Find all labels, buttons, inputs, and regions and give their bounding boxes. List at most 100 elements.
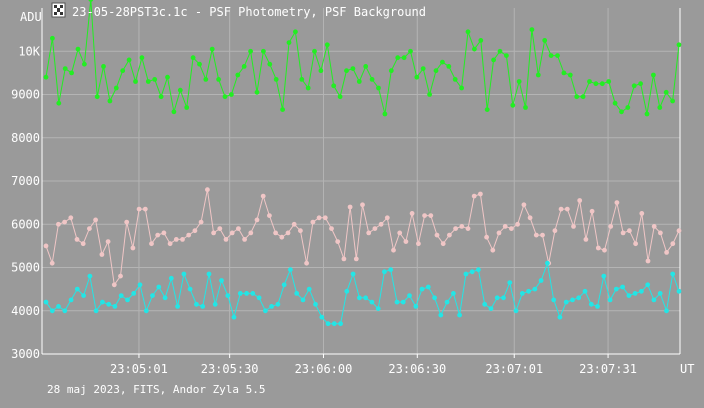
data-point [521, 202, 527, 208]
data-point [68, 215, 74, 221]
data-point [171, 109, 177, 115]
data-point [124, 219, 130, 225]
data-point [167, 241, 173, 247]
data-point [490, 247, 496, 253]
data-point [523, 105, 528, 110]
data-point [509, 226, 514, 232]
data-point [363, 64, 369, 69]
data-point [231, 314, 237, 320]
data-point [347, 204, 353, 210]
data-point [62, 219, 67, 225]
plot-axes [41, 8, 681, 358]
data-point [329, 226, 334, 232]
data-point [422, 213, 427, 219]
data-point [561, 70, 567, 76]
series-green [43, 0, 682, 117]
y-tick-label: 4000 [11, 304, 40, 318]
data-point [627, 228, 632, 234]
data-point [56, 100, 62, 106]
data-point [657, 291, 663, 296]
data-point [294, 291, 300, 296]
data-point [155, 232, 161, 238]
data-point [149, 241, 154, 247]
y-tick-label: 9000 [11, 88, 40, 102]
data-point [465, 29, 471, 35]
data-point [217, 226, 223, 232]
data-point [526, 288, 531, 294]
data-point [261, 48, 266, 54]
data-point [324, 42, 330, 48]
data-point [211, 230, 217, 236]
data-point [267, 213, 272, 219]
data-point [631, 83, 637, 89]
data-point [595, 304, 600, 309]
data-point [87, 273, 93, 279]
data-point [488, 306, 494, 311]
data-point [451, 291, 456, 296]
data-point [126, 57, 132, 63]
data-point [676, 288, 682, 294]
data-point [236, 226, 241, 232]
data-point [250, 291, 256, 296]
data-point [152, 77, 158, 82]
data-point [382, 269, 387, 275]
data-point [200, 304, 206, 309]
film-clip-icon[interactable] [51, 2, 66, 18]
data-point [542, 38, 548, 43]
data-point [428, 213, 434, 219]
x-tick-label: 23:06:00 [295, 362, 353, 376]
data-point [344, 288, 350, 294]
data-point [165, 74, 170, 80]
data-point [150, 293, 155, 298]
data-point [181, 271, 187, 277]
data-point [350, 271, 356, 277]
x-tick-label: 23:05:30 [201, 362, 259, 376]
data-point [56, 221, 61, 227]
data-point [75, 46, 81, 52]
data-point [118, 293, 124, 298]
data-point [335, 239, 341, 245]
y-tick-labels: 3000 4000 5000 6000 7000 8000 9000 10K [11, 44, 41, 361]
y-tick-label: 5000 [11, 261, 40, 275]
series-line [45, 0, 680, 115]
data-point [408, 48, 413, 54]
data-point [459, 224, 465, 229]
data-point [570, 297, 575, 303]
data-point [507, 280, 513, 285]
data-point [43, 299, 49, 305]
data-point [143, 308, 149, 314]
data-point [100, 299, 105, 305]
window-header: 23-05-28PST3c.1c - PSF Photometry, PSF B… [51, 2, 426, 19]
data-point [407, 293, 412, 298]
data-point [222, 94, 228, 100]
data-point [286, 40, 292, 45]
data-point [397, 230, 403, 236]
data-point [263, 308, 268, 314]
data-point [43, 243, 49, 249]
data-point [497, 48, 503, 54]
data-point [82, 61, 87, 67]
data-point [198, 219, 204, 225]
data-point [369, 77, 375, 82]
data-point [644, 111, 650, 117]
data-point [535, 72, 541, 78]
data-point [304, 260, 309, 266]
data-point [74, 237, 80, 242]
data-point [187, 286, 193, 292]
data-point [254, 217, 260, 223]
data-point [620, 230, 626, 236]
data-point [444, 299, 450, 305]
data-point [670, 98, 675, 104]
data-point [540, 232, 545, 238]
data-point [620, 284, 625, 290]
data-point [107, 98, 113, 104]
grid-lines [42, 8, 680, 355]
data-point [118, 273, 123, 279]
data-point [74, 286, 80, 292]
data-point [384, 215, 390, 221]
data-point [463, 271, 469, 277]
data-point [62, 308, 68, 314]
data-point [203, 77, 209, 82]
data-point [484, 234, 489, 240]
data-point [602, 247, 607, 253]
